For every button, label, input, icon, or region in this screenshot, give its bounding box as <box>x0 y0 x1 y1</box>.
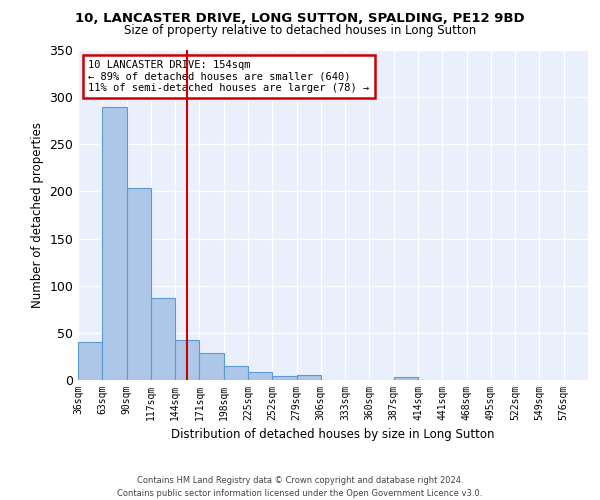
Bar <box>102 106 127 380</box>
Bar <box>248 372 272 380</box>
Bar <box>78 342 102 380</box>
Bar <box>224 366 248 380</box>
X-axis label: Distribution of detached houses by size in Long Sutton: Distribution of detached houses by size … <box>171 428 495 442</box>
Bar <box>296 376 321 380</box>
Text: 10 LANCASTER DRIVE: 154sqm
← 89% of detached houses are smaller (640)
11% of sem: 10 LANCASTER DRIVE: 154sqm ← 89% of deta… <box>88 60 370 93</box>
Bar <box>151 298 175 380</box>
Bar <box>272 376 296 380</box>
Bar <box>199 352 224 380</box>
Bar <box>394 377 418 380</box>
Text: Contains HM Land Registry data © Crown copyright and database right 2024.
Contai: Contains HM Land Registry data © Crown c… <box>118 476 482 498</box>
Bar <box>175 340 199 380</box>
Text: 10, LANCASTER DRIVE, LONG SUTTON, SPALDING, PE12 9BD: 10, LANCASTER DRIVE, LONG SUTTON, SPALDI… <box>75 12 525 26</box>
Y-axis label: Number of detached properties: Number of detached properties <box>31 122 44 308</box>
Bar <box>127 188 151 380</box>
Text: Size of property relative to detached houses in Long Sutton: Size of property relative to detached ho… <box>124 24 476 37</box>
